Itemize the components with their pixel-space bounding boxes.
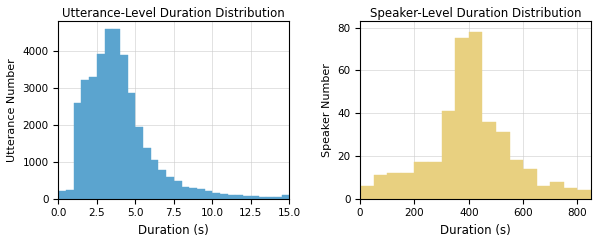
Bar bbox=[151, 160, 158, 199]
Bar bbox=[274, 197, 282, 199]
Bar bbox=[89, 77, 97, 199]
Bar bbox=[258, 197, 266, 199]
Bar bbox=[166, 177, 174, 199]
Bar bbox=[97, 54, 105, 199]
Bar bbox=[182, 187, 189, 199]
Bar bbox=[59, 191, 66, 199]
Bar bbox=[81, 80, 89, 199]
Bar bbox=[236, 195, 243, 199]
Title: Speaker-Level Duration Distribution: Speaker-Level Duration Distribution bbox=[370, 7, 581, 20]
Bar bbox=[112, 29, 120, 199]
Y-axis label: Utterance Number: Utterance Number bbox=[7, 58, 17, 162]
Bar bbox=[243, 196, 251, 199]
Bar bbox=[388, 173, 401, 199]
Bar bbox=[441, 111, 455, 199]
Bar bbox=[66, 190, 74, 199]
Bar bbox=[578, 190, 591, 199]
Bar bbox=[127, 93, 135, 199]
Bar bbox=[523, 169, 537, 199]
Bar bbox=[550, 182, 564, 199]
X-axis label: Duration (s): Duration (s) bbox=[139, 224, 209, 237]
Bar bbox=[197, 189, 205, 199]
Bar bbox=[220, 194, 228, 199]
Title: Utterance-Level Duration Distribution: Utterance-Level Duration Distribution bbox=[62, 7, 285, 20]
Bar bbox=[74, 103, 81, 199]
Bar bbox=[251, 196, 258, 199]
Bar bbox=[428, 163, 441, 199]
Bar bbox=[105, 29, 112, 199]
Bar bbox=[266, 197, 274, 199]
Bar bbox=[401, 173, 414, 199]
Bar bbox=[469, 32, 483, 199]
Bar bbox=[158, 170, 166, 199]
Bar bbox=[135, 127, 143, 199]
Bar bbox=[360, 186, 374, 199]
X-axis label: Duration (s): Duration (s) bbox=[440, 224, 511, 237]
Bar bbox=[564, 188, 578, 199]
Bar bbox=[143, 148, 151, 199]
Bar bbox=[120, 55, 127, 199]
Bar bbox=[414, 163, 428, 199]
Y-axis label: Speaker Number: Speaker Number bbox=[322, 63, 332, 157]
Bar bbox=[228, 195, 236, 199]
Bar bbox=[496, 132, 509, 199]
Bar bbox=[212, 193, 220, 199]
Bar bbox=[455, 38, 469, 199]
Bar bbox=[205, 191, 212, 199]
Bar bbox=[174, 181, 182, 199]
Bar bbox=[537, 186, 550, 199]
Bar bbox=[483, 122, 496, 199]
Bar bbox=[282, 195, 289, 199]
Bar bbox=[509, 160, 523, 199]
Bar bbox=[374, 175, 388, 199]
Bar bbox=[189, 188, 197, 199]
